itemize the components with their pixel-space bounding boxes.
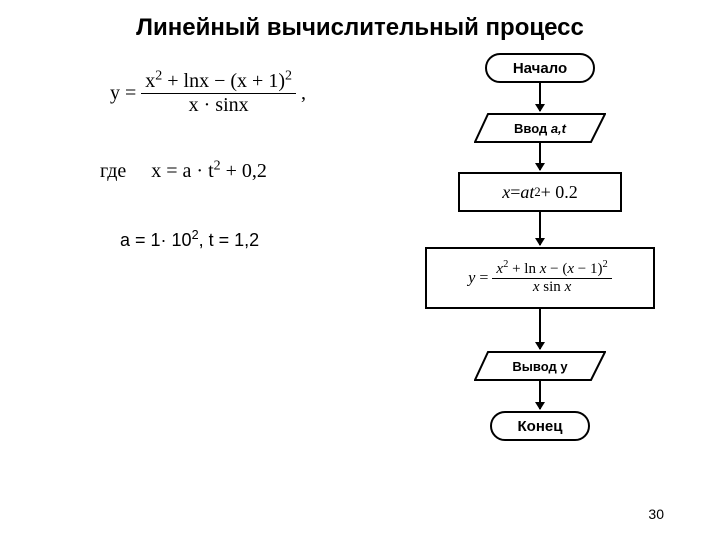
node-px: x = at2 + 0.2 — [458, 172, 622, 212]
flow-arrow — [539, 309, 541, 349]
formula-x: x = a · t2 + 0,2 — [151, 160, 267, 182]
formula-y-num: x2 + lnx − (x + 1)2 — [141, 70, 296, 93]
formula-y-den: x · sinx — [141, 93, 296, 117]
formula-y-frac: x2 + lnx − (x + 1)2 x · sinx — [141, 70, 296, 117]
flow-arrow — [539, 143, 541, 170]
where-line: где x = a · t2 + 0,2 — [100, 160, 267, 183]
page-number: 30 — [648, 506, 664, 522]
flow-arrow — [539, 212, 541, 245]
where-label: где — [100, 160, 126, 182]
page-title: Линейный вычислительный процесс — [0, 14, 720, 42]
formula-y-lhs: y = — [110, 82, 136, 104]
node-out: Вывод y — [474, 351, 606, 381]
flow-arrow — [539, 83, 541, 111]
node-end: Конец — [490, 411, 590, 441]
node-py: y = x2 + ln x − (x − 1)2x sin x — [425, 247, 655, 309]
formula-y-suffix: , — [301, 82, 306, 104]
formula-y: y = x2 + lnx − (x + 1)2 x · sinx , — [110, 70, 306, 117]
params-line: a = 1· 102, t = 1,2 — [120, 230, 259, 251]
node-in: Ввод a,t — [474, 113, 606, 143]
flow-arrow — [539, 381, 541, 409]
node-start: Начало — [485, 53, 595, 83]
